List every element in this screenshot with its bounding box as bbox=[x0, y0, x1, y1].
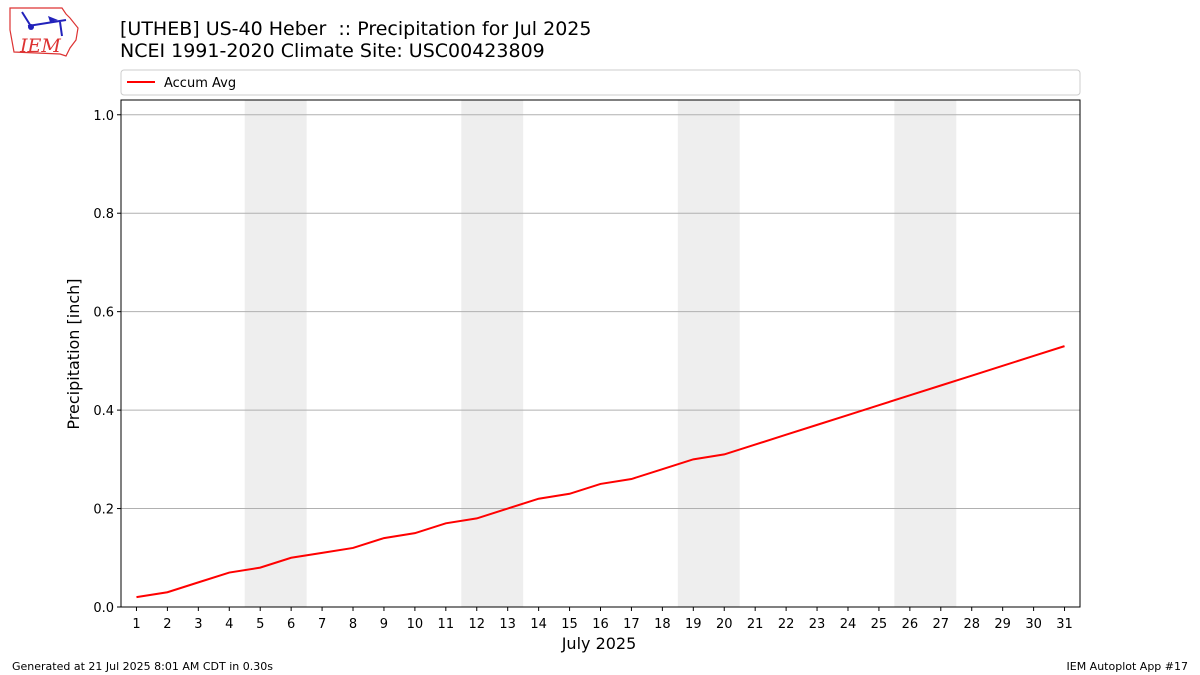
legend-box bbox=[120, 69, 1081, 96]
x-tick-label: 19 bbox=[685, 617, 702, 632]
x-tick-label: 10 bbox=[407, 617, 424, 632]
weekend-shade bbox=[461, 100, 524, 607]
x-tick-label: 31 bbox=[1056, 617, 1073, 632]
x-tick-label: 26 bbox=[902, 617, 919, 632]
chart-title: [UTHEB] US-40 Heber :: Precipitation for… bbox=[120, 18, 591, 40]
x-tick-label: 28 bbox=[963, 617, 980, 632]
x-tick-label: 24 bbox=[840, 617, 857, 632]
x-tick-label: 21 bbox=[747, 617, 764, 632]
chart-subtitle: NCEI 1991-2020 Climate Site: USC00423809 bbox=[120, 40, 545, 62]
y-tick-label: 0.6 bbox=[93, 306, 114, 321]
x-tick-label: 16 bbox=[592, 617, 609, 632]
x-tick-label: 9 bbox=[380, 617, 388, 632]
x-tick-label: 27 bbox=[933, 617, 950, 632]
x-tick-label: 3 bbox=[194, 617, 202, 632]
x-tick-label: 13 bbox=[499, 617, 516, 632]
x-tick-label: 14 bbox=[530, 617, 547, 632]
footer-right: IEM Autoplot App #17 bbox=[1067, 660, 1189, 673]
x-tick-label: 30 bbox=[1025, 617, 1042, 632]
x-tick-label: 25 bbox=[871, 617, 888, 632]
plot-frame bbox=[120, 99, 1081, 608]
footer-left: Generated at 21 Jul 2025 8:01 AM CDT in … bbox=[12, 660, 273, 673]
line-series bbox=[136, 345, 1065, 599]
x-tick-label: 20 bbox=[716, 617, 733, 632]
x-tick-label: 11 bbox=[438, 617, 455, 632]
x-tick-label: 17 bbox=[623, 617, 640, 632]
weekend-shade bbox=[894, 100, 957, 607]
legend-label: Accum Avg bbox=[164, 76, 236, 91]
x-tick-label: 1 bbox=[132, 617, 140, 632]
y-axis-label: Precipitation [inch] bbox=[64, 278, 83, 429]
y-tick-label: 1.0 bbox=[93, 109, 114, 124]
logo: IEM bbox=[9, 7, 79, 57]
y-tick-label: 0.8 bbox=[93, 207, 114, 222]
weekend-shade bbox=[677, 100, 740, 607]
x-tick-label: 12 bbox=[468, 617, 485, 632]
weekend-shade bbox=[244, 100, 307, 607]
x-tick-label: 5 bbox=[256, 617, 264, 632]
x-tick-label: 4 bbox=[225, 617, 233, 632]
x-tick-label: 15 bbox=[561, 617, 578, 632]
y-tick-label: 0.4 bbox=[93, 404, 114, 419]
x-tick-label: 2 bbox=[163, 617, 171, 632]
x-tick-label: 22 bbox=[778, 617, 795, 632]
x-tick-label: 18 bbox=[654, 617, 671, 632]
logo-text: IEM bbox=[19, 35, 61, 57]
x-tick-label: 6 bbox=[287, 617, 295, 632]
x-tick-label: 8 bbox=[349, 617, 357, 632]
x-tick-label: 29 bbox=[994, 617, 1011, 632]
x-tick-label: 7 bbox=[318, 617, 326, 632]
x-tick-label: 23 bbox=[809, 617, 826, 632]
y-tick-label: 0.2 bbox=[93, 503, 114, 518]
y-tick-label: 0.0 bbox=[93, 601, 114, 616]
x-axis-label: July 2025 bbox=[561, 634, 637, 653]
